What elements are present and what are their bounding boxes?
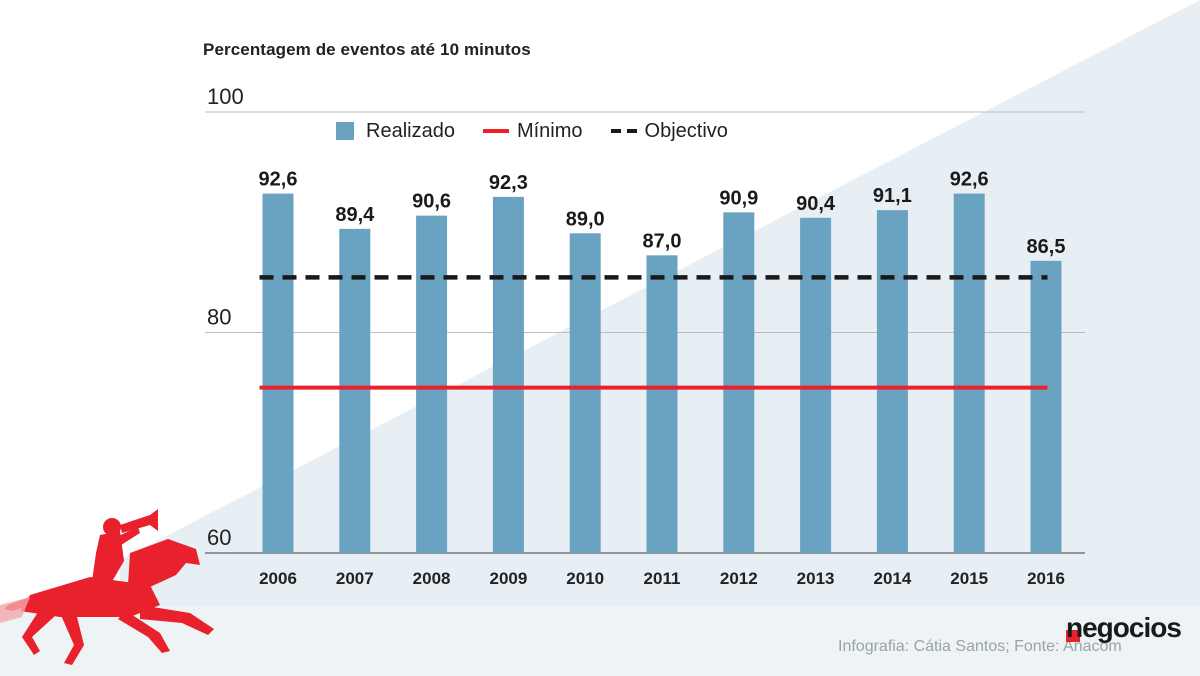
data-label-2014: 91,1 <box>873 185 912 207</box>
x-tick-label-2006: 2006 <box>259 569 297 588</box>
bar-2012 <box>723 212 755 553</box>
chart-legend: Realizado Mínimo Objectivo <box>336 118 756 144</box>
x-tick-label-2008: 2008 <box>413 569 451 588</box>
bar-2011 <box>646 255 678 553</box>
bar-2014 <box>876 210 908 553</box>
bar-2010 <box>569 233 601 553</box>
bar-2016 <box>1030 260 1062 553</box>
bar-2013 <box>800 217 832 553</box>
brand-accent <box>1066 630 1080 642</box>
x-tick-label-2013: 2013 <box>797 569 835 588</box>
x-tick-label-2016: 2016 <box>1027 569 1065 588</box>
bar-2008 <box>416 215 448 553</box>
bar-2006 <box>262 193 294 553</box>
y-tick-label: 100 <box>207 84 244 109</box>
x-tick-label-2011: 2011 <box>644 569 681 588</box>
data-label-2008: 90,6 <box>412 191 451 213</box>
x-tick-label-2015: 2015 <box>950 569 988 588</box>
data-label-2012: 90,9 <box>719 187 758 209</box>
data-label-2011: 87,0 <box>643 230 682 252</box>
legend-item-minimo: Mínimo <box>482 119 583 143</box>
legend-swatch-objectivo <box>610 129 637 133</box>
brand-logo: negocios <box>1066 612 1182 643</box>
data-label-2006: 92,6 <box>259 169 298 191</box>
horse-rider-logo-icon <box>0 509 214 665</box>
data-label-2007: 89,4 <box>335 204 375 226</box>
chart-subtitle: Percentagem de eventos até 10 minutos <box>203 40 531 59</box>
data-label-2016: 86,5 <box>1027 236 1066 258</box>
bar-2007 <box>339 228 371 554</box>
legend-swatch-minimo <box>482 129 509 133</box>
legend-item-objectivo: Objectivo <box>610 119 728 143</box>
data-label-2009: 92,3 <box>489 172 528 194</box>
data-label-2015: 92,6 <box>950 169 989 191</box>
legend-label-minimo: Mínimo <box>516 119 583 142</box>
x-tick-label-2009: 2009 <box>489 569 527 588</box>
legend-swatch-bar <box>336 122 354 140</box>
x-tick-label-2012: 2012 <box>720 569 758 588</box>
x-tick-label-2014: 2014 <box>873 569 911 588</box>
legend-item-realizado: Realizado <box>336 120 455 143</box>
credit-text: Infografia: Cátia Santos; Fonte: Anacom <box>838 638 1122 655</box>
y-tick-label: 60 <box>207 525 231 550</box>
data-label-2010: 89,0 <box>566 208 605 230</box>
bar-2015 <box>953 193 985 553</box>
legend-label-objectivo: Objectivo <box>644 119 728 142</box>
bar-2009 <box>492 196 524 553</box>
y-tick-label: 80 <box>207 305 231 330</box>
legend-label-realizado: Realizado <box>366 119 455 142</box>
x-tick-label-2010: 2010 <box>566 569 604 588</box>
data-label-2013: 90,4 <box>796 193 836 215</box>
x-tick-label-2007: 2007 <box>336 569 374 588</box>
